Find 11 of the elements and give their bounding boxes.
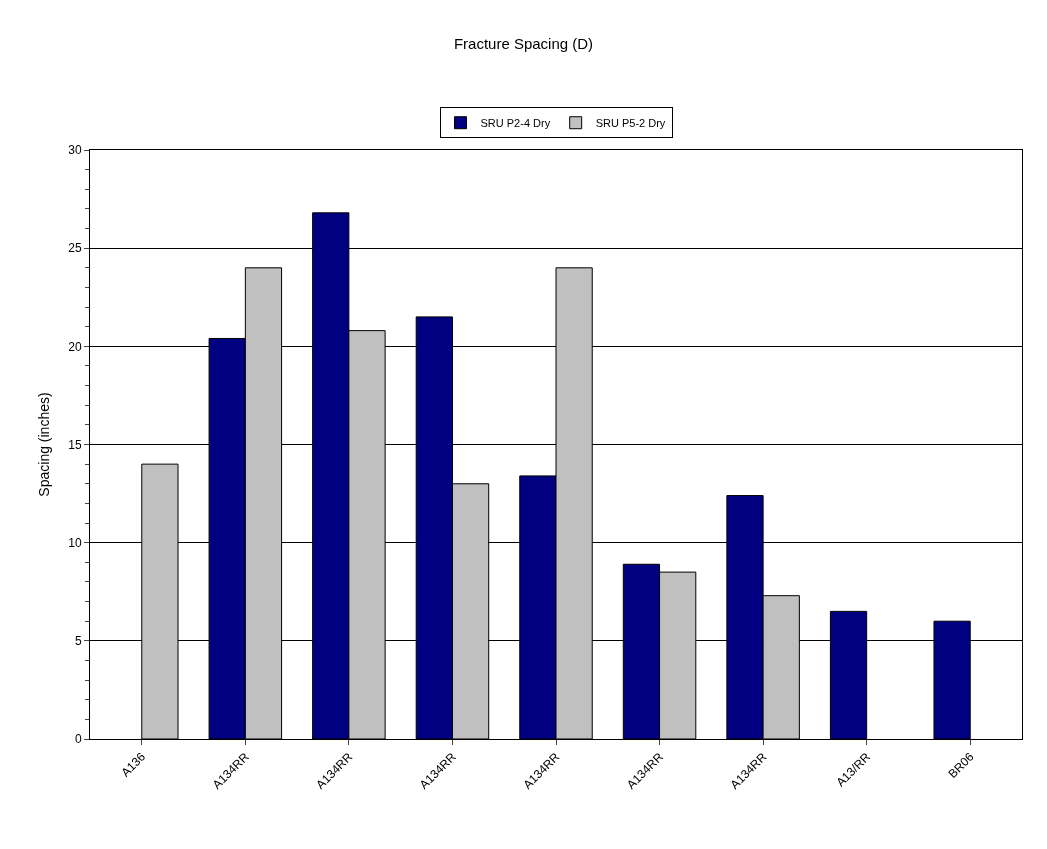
y-tick-label: 10	[68, 535, 82, 550]
y-tick-label: 30	[68, 143, 82, 158]
y-tick-label: 25	[68, 241, 82, 256]
y-tick-label: 5	[74, 634, 82, 649]
y-axis-title: Spacing (inches)	[35, 392, 52, 497]
y-tick-label: 0	[74, 732, 82, 747]
y-tick-label: 15	[68, 437, 82, 452]
chart-title: Fracture Spacing (D)	[453, 34, 594, 52]
y-tick-label: 20	[68, 339, 82, 354]
legend-label: SRU P2-4 Dry	[480, 117, 551, 130]
legend-label: SRU P5-2 Dry	[595, 117, 666, 130]
